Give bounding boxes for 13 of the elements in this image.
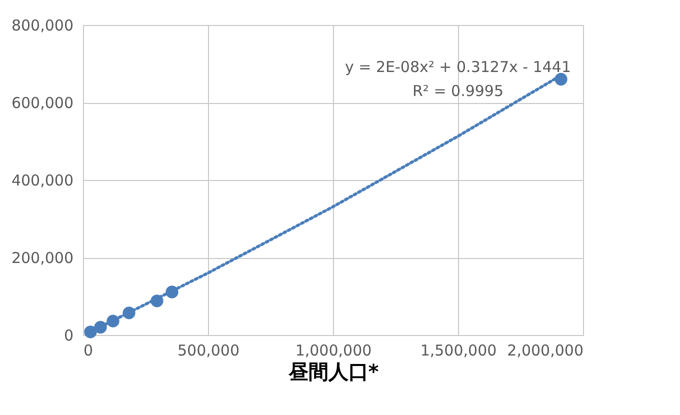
y-tick-label: 200,000 <box>11 249 74 267</box>
x-tick-label: 1,500,000 <box>420 342 497 360</box>
x-tick-label: 1,000,000 <box>295 342 372 360</box>
annotation: y = 2E-08x² + 0.3127x - 1441 <box>345 58 571 76</box>
x-tick-label: 0 <box>84 342 94 360</box>
y-tick-label: 600,000 <box>11 94 74 112</box>
x-tick-label: 500,000 <box>177 342 240 360</box>
x-tick-label: 2,000,000 <box>507 342 584 360</box>
annotation: R² = 0.9995 <box>412 82 504 100</box>
y-tick-label: 0 <box>64 326 74 344</box>
y-tick-label: 400,000 <box>11 172 74 190</box>
y-tick-label: 800,000 <box>11 16 74 34</box>
x-axis-title: 昼間人口* <box>287 360 380 384</box>
